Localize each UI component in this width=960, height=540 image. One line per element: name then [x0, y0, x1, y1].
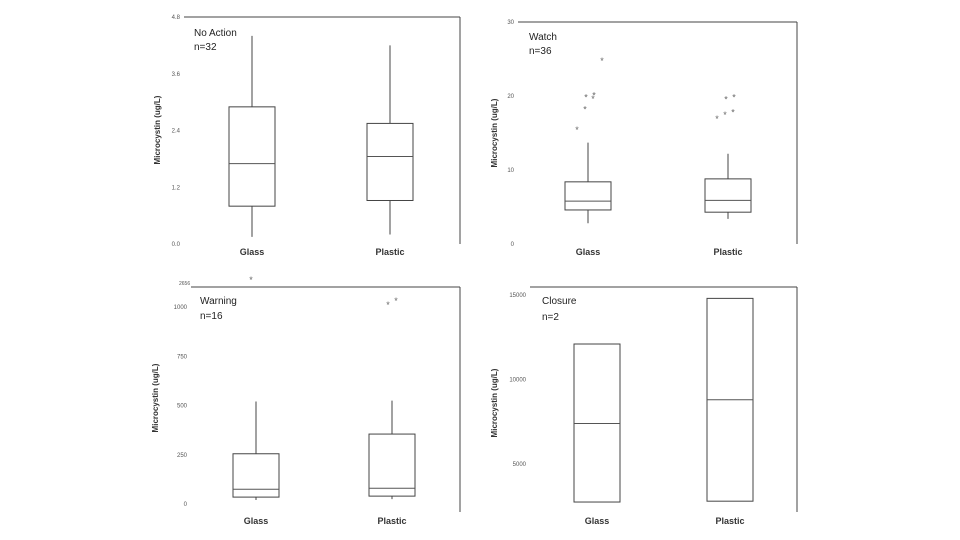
y-axis-label: Microcystin (ug/L) [151, 363, 160, 432]
panel-n-label: n=36 [529, 46, 552, 57]
x-category-label: Plastic [713, 247, 742, 257]
y-axis-label: Microcystin (ug/L) [490, 368, 499, 437]
panel-n-label: n=32 [194, 42, 217, 53]
panel-title: No Action [194, 28, 237, 39]
y-tick-label: 30 [507, 20, 514, 26]
outlier-marker: * [715, 114, 719, 124]
y-tick-label: 10000 [509, 378, 526, 384]
y-tick-label: 0 [184, 502, 188, 508]
panel-title: Watch [529, 32, 557, 43]
box-glass [573, 343, 621, 503]
y-tick-label: 250 [177, 453, 188, 459]
iqr-box [366, 122, 414, 201]
iqr-box [704, 178, 752, 213]
x-category-label: Plastic [715, 516, 744, 526]
panel-closure: 5000 10000 15000 Microcystin (ug/L) Glass Pla… [490, 286, 798, 526]
y-axis-label: Microcystin (ug/L) [490, 98, 499, 167]
panel-watch: 0 10 20 30 Microcystin (ug/L) Glass Plastic Wat… [490, 20, 798, 257]
outlier-marker: * [732, 92, 736, 102]
outlier-marker: * [249, 275, 253, 285]
outlier-marker: * [575, 125, 579, 135]
y-tick-label: 750 [177, 354, 188, 360]
iqr-box [228, 106, 276, 207]
box-plastic [706, 297, 754, 502]
y-tick-label: 1.2 [172, 185, 181, 191]
outlier-marker: * [386, 300, 390, 310]
iqr-box [232, 453, 280, 498]
outlier-marker: * [592, 90, 596, 100]
outlier-marker: * [731, 107, 735, 117]
box-glass: * [232, 275, 280, 501]
iqr-box [368, 433, 416, 497]
outlier-marker: * [724, 95, 728, 105]
x-category-label: Glass [240, 247, 265, 257]
panel-title: Warning [200, 296, 237, 307]
y-tick-label: 3.6 [172, 72, 181, 78]
box-glass [228, 35, 276, 237]
outlier-marker: * [723, 110, 727, 120]
y-tick-label: 20 [507, 94, 514, 100]
x-category-label: Glass [244, 516, 269, 526]
y-tick-label: 500 [177, 404, 188, 410]
y-tick-label: 2.4 [172, 129, 181, 135]
panel-title: Closure [542, 296, 577, 307]
outlier-marker: * [600, 56, 604, 66]
panel-no-action: 0.0 1.2 2.4 3.6 4.8 Microcystin (ug/L) Glass Pl… [153, 15, 461, 257]
panel-n-label: n=2 [542, 312, 559, 323]
x-category-label: Glass [576, 247, 601, 257]
y-tick-label: 10 [507, 168, 514, 174]
y-tick-label: 0 [511, 242, 515, 248]
box-plastic: * * ** * [704, 92, 752, 219]
y-axis-label: Microcystin (ug/L) [153, 95, 162, 164]
y-tick-label: 0.0 [172, 242, 181, 248]
x-category-label: Plastic [375, 247, 404, 257]
y-tick-label: 15000 [509, 293, 526, 299]
box-glass: **** ** [564, 56, 612, 224]
box-plastic: * * [368, 296, 416, 500]
panel-warning: 0 250 500 750 1000 2656 Microcystin (ug/L) Glas… [151, 275, 461, 526]
outlier-marker: * [583, 104, 587, 114]
outlier-marker: * [394, 296, 398, 306]
outlier-marker: * [591, 94, 595, 104]
y-tick-label: 4.8 [172, 15, 181, 21]
iqr-box [564, 181, 612, 211]
box-plastic [366, 45, 414, 235]
y-tick-label: 5000 [513, 462, 527, 468]
x-category-label: Plastic [377, 516, 406, 526]
outlier-marker: * [584, 92, 588, 102]
y-tick-label: 1000 [174, 305, 188, 311]
x-category-label: Glass [585, 516, 610, 526]
panel-n-label: n=16 [200, 311, 223, 322]
y-tick-label-outlier: 2656 [179, 281, 190, 287]
